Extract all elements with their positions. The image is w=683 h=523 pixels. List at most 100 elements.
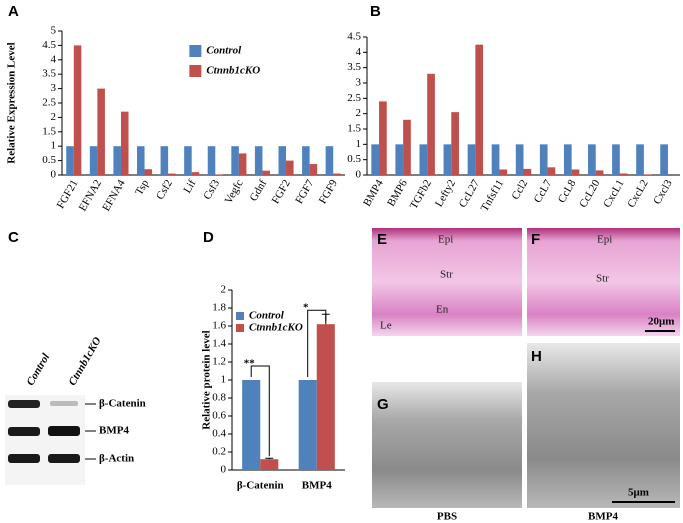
scale-label: 5μm xyxy=(628,487,649,499)
histology-image xyxy=(372,228,522,336)
bar xyxy=(316,324,335,470)
x-tick-label: FGF9 xyxy=(317,177,340,206)
panel-label: G xyxy=(377,396,389,413)
y-tick-label: 1 xyxy=(51,140,57,152)
tissue-label: Epi xyxy=(597,234,612,246)
bar xyxy=(207,146,216,175)
bar xyxy=(254,146,263,175)
bar xyxy=(144,169,153,175)
y-tick-label: 1.5 xyxy=(42,125,56,137)
y-tick-label: 0.5 xyxy=(42,154,56,166)
x-tick-label: CcL7 xyxy=(532,177,555,205)
significance-bracket xyxy=(307,309,327,377)
legend-swatch xyxy=(236,312,244,320)
legend-label: Ctnnb1cKO xyxy=(206,65,260,77)
x-tick-label: Cxcl3 xyxy=(651,177,675,206)
tissue-label: Str xyxy=(440,269,453,281)
bar xyxy=(643,174,652,175)
panel-label: B xyxy=(370,3,381,20)
y-tick-label: 2 xyxy=(221,284,227,296)
bar xyxy=(66,146,74,175)
bar xyxy=(97,88,105,175)
y-tick-label: 3.5 xyxy=(347,61,361,73)
x-tick-label: CcL27 xyxy=(457,177,483,209)
x-tick-label: BMP6 xyxy=(385,177,410,208)
legend-label: Control xyxy=(249,310,285,322)
band xyxy=(8,400,40,408)
x-tick-label: CcL8 xyxy=(556,177,579,205)
bar xyxy=(238,153,247,175)
legend-label: Control xyxy=(206,45,242,57)
em-image xyxy=(372,382,522,508)
y-tick-label: 3 xyxy=(51,82,57,94)
legend-label: Ctnnb1cKO xyxy=(249,322,303,334)
band-label: β-Actin xyxy=(99,453,134,465)
bar xyxy=(73,45,82,176)
x-tick-label: EFNA4 xyxy=(100,177,128,213)
y-tick-label: 0 xyxy=(221,464,227,476)
lane-label: Control xyxy=(24,351,52,388)
panel-label: C xyxy=(8,229,19,246)
bar xyxy=(523,168,532,175)
bar xyxy=(215,174,223,175)
error-bar xyxy=(265,457,274,460)
bar xyxy=(588,144,596,175)
x-tick-label: Vegfc xyxy=(222,178,245,206)
y-tick-label: 2.5 xyxy=(347,92,361,104)
x-tick-label: Lefty2 xyxy=(433,178,458,209)
band-label: BMP4 xyxy=(99,425,129,437)
x-tick-label: Gdnf xyxy=(248,177,270,203)
bar xyxy=(113,146,121,175)
band xyxy=(8,454,40,463)
bar xyxy=(242,380,261,470)
em-image xyxy=(527,343,680,508)
y-tick-label: 3 xyxy=(356,77,362,89)
x-tick-label: β-Catenin xyxy=(237,480,284,492)
bar xyxy=(547,167,556,175)
y-tick-label: 0.5 xyxy=(347,153,361,165)
bar xyxy=(278,146,287,175)
x-tick-label: Lif xyxy=(181,177,198,195)
bar xyxy=(491,144,500,175)
x-tick-label: TGFb2 xyxy=(408,178,434,212)
y-tick-label: 0.2 xyxy=(212,446,226,458)
significance-label: ** xyxy=(244,358,256,370)
x-tick-label: Tnfsf11 xyxy=(479,178,507,214)
significance-bracket xyxy=(250,365,270,457)
panel-label: A xyxy=(8,3,19,20)
band-label: β-Catenin xyxy=(99,398,146,410)
bar xyxy=(191,172,200,175)
panel-label: H xyxy=(531,348,542,365)
y-tick-label: 1.6 xyxy=(212,320,226,332)
x-tick-label: Tsp xyxy=(133,177,152,197)
tissue-label: En xyxy=(436,304,449,316)
bar xyxy=(395,144,404,175)
y-tick-label: 5 xyxy=(51,25,57,37)
histology-image xyxy=(527,228,680,336)
band xyxy=(48,454,80,463)
y-tick-label: 1.4 xyxy=(212,338,226,350)
bar xyxy=(262,170,271,175)
y-tick-label: 1.5 xyxy=(347,123,361,135)
bar xyxy=(168,173,176,175)
bar xyxy=(499,169,508,175)
blot-background xyxy=(5,395,85,485)
y-tick-label: 0.8 xyxy=(212,392,226,404)
y-tick-label: 4 xyxy=(356,46,362,58)
y-tick-label: 1 xyxy=(356,138,362,150)
y-tick-label: 4 xyxy=(51,53,57,65)
bar xyxy=(467,144,476,175)
bar xyxy=(571,169,580,175)
panel-label: F xyxy=(531,231,540,248)
legend-swatch xyxy=(236,324,244,332)
bar xyxy=(120,111,129,175)
x-tick-label: BMP4 xyxy=(361,177,386,208)
tissue-label: Str xyxy=(596,273,609,285)
x-tick-label: CcL20 xyxy=(577,177,603,209)
y-tick-label: 2.5 xyxy=(42,97,56,109)
bar xyxy=(298,380,317,470)
bar xyxy=(379,101,387,175)
western-blot xyxy=(5,395,96,485)
band xyxy=(48,426,80,436)
x-tick-label: CxcL1 xyxy=(601,178,626,210)
